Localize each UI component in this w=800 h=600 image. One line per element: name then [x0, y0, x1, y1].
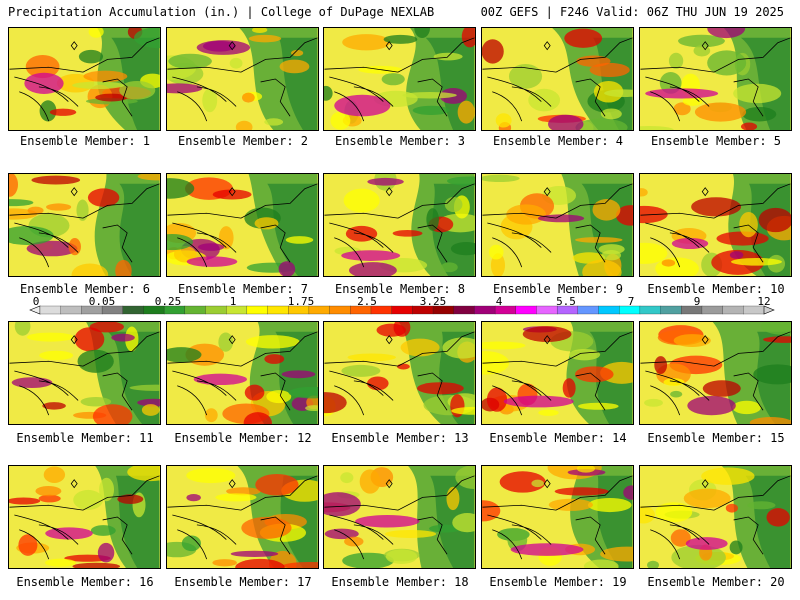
legend-swatch [412, 305, 434, 315]
map-panel [8, 173, 161, 277]
legend-tick-label: 2.5 [357, 295, 377, 308]
map-panel [166, 465, 319, 569]
legend-swatch [453, 305, 475, 315]
legend-swatch [681, 305, 703, 315]
map-panel [481, 27, 634, 131]
panel-caption: Ensemble Member: 4 [492, 134, 624, 148]
legend-swatch [308, 305, 331, 315]
legend-swatch [267, 305, 289, 315]
map-panel [166, 321, 319, 425]
legend-tick-label: 0 [32, 295, 40, 308]
legend-swatch [143, 305, 165, 315]
map-panel [8, 27, 161, 131]
panel-caption: Ensemble Member: 19 [489, 575, 627, 589]
map-panel [639, 173, 792, 277]
panel-caption: Ensemble Member: 13 [331, 431, 469, 445]
panel-caption: Ensemble Member: 20 [647, 575, 785, 589]
legend-swatch [288, 305, 310, 315]
legend-swatch [122, 305, 144, 315]
legend-swatch [432, 305, 455, 315]
legend-swatch [494, 305, 517, 315]
map-panel [323, 27, 476, 131]
panel-caption: Ensemble Member: 15 [647, 431, 785, 445]
legend-swatch [246, 305, 269, 315]
legend-swatch [163, 305, 186, 315]
map-panel [8, 321, 161, 425]
legend-left-arrow [29, 305, 41, 315]
map-panel [639, 321, 792, 425]
legend-swatch [60, 305, 82, 315]
map-panel [323, 321, 476, 425]
legend-swatch [598, 305, 620, 315]
map-panel [481, 173, 634, 277]
legend-swatch [701, 305, 724, 315]
legend-tick-label: 1.75 [287, 295, 315, 308]
legend-swatch [39, 305, 62, 315]
map-panel [323, 465, 476, 569]
legend-swatch [722, 305, 744, 315]
panel-caption: Ensemble Member: 17 [174, 575, 312, 589]
panel-caption: Ensemble Member: 8 [334, 282, 466, 296]
legend-swatch [536, 305, 558, 315]
legend-swatch [577, 305, 599, 315]
map-panel [166, 173, 319, 277]
legend-swatch [329, 305, 351, 315]
legend-right-arrow [763, 305, 775, 315]
legend-swatch [205, 305, 227, 315]
panel-caption: Ensemble Member: 14 [489, 431, 627, 445]
panel-caption: Ensemble Member: 3 [334, 134, 466, 148]
legend-swatch [556, 305, 579, 315]
panel-caption: Ensemble Member: 10 [647, 282, 785, 296]
map-panel [639, 27, 792, 131]
legend-swatch [370, 305, 393, 315]
legend-swatch [619, 305, 641, 315]
map-panel [323, 173, 476, 277]
panel-caption: Ensemble Member: 11 [16, 431, 154, 445]
legend-tick-label: 12 [757, 295, 771, 308]
legend-swatch [184, 305, 206, 315]
chart-title: Precipitation Accumulation (in.) | Colle… [8, 5, 435, 19]
map-panel [481, 321, 634, 425]
legend-tick-label: 0.25 [154, 295, 182, 308]
panel-caption: Ensemble Member: 18 [331, 575, 469, 589]
legend-tick-label: 0.05 [88, 295, 116, 308]
legend-tick-label: 9 [693, 295, 701, 308]
panel-caption: Ensemble Member: 7 [177, 282, 309, 296]
legend-swatch [226, 305, 248, 315]
legend-swatch [639, 305, 662, 315]
legend-swatch [660, 305, 682, 315]
panel-caption: Ensemble Member: 9 [492, 282, 624, 296]
legend-swatch [81, 305, 103, 315]
map-panel [639, 465, 792, 569]
map-panel [166, 27, 319, 131]
panel-caption: Ensemble Member: 5 [650, 134, 782, 148]
map-panel [481, 465, 634, 569]
legend-swatch [743, 305, 765, 315]
panel-caption: Ensemble Member: 16 [16, 575, 154, 589]
legend-colorbar [29, 305, 775, 315]
run-valid-time: 00Z GEFS | F246 Valid: 06Z THU JUN 19 20… [480, 5, 784, 19]
legend-tick-label: 4 [495, 295, 503, 308]
panel-caption: Ensemble Member: 2 [177, 134, 309, 148]
map-panel [8, 465, 161, 569]
panel-caption: Ensemble Member: 12 [174, 431, 312, 445]
legend-swatch [350, 305, 372, 315]
panel-caption: Ensemble Member: 1 [19, 134, 151, 148]
legend-tick-label: 1 [229, 295, 237, 308]
legend-tick-label: 3.25 [419, 295, 447, 308]
legend-swatch [101, 305, 124, 315]
legend-swatch [474, 305, 496, 315]
panel-caption: Ensemble Member: 6 [19, 282, 151, 296]
legend-tick-label: 7 [627, 295, 635, 308]
legend-swatch [515, 305, 537, 315]
legend-tick-label: 5.5 [556, 295, 576, 308]
legend-swatch [391, 305, 413, 315]
color-legend: 0 0.05 0.25 1 1.75 2.5 3.25 4 5.5 7 9 12 [0, 295, 800, 320]
